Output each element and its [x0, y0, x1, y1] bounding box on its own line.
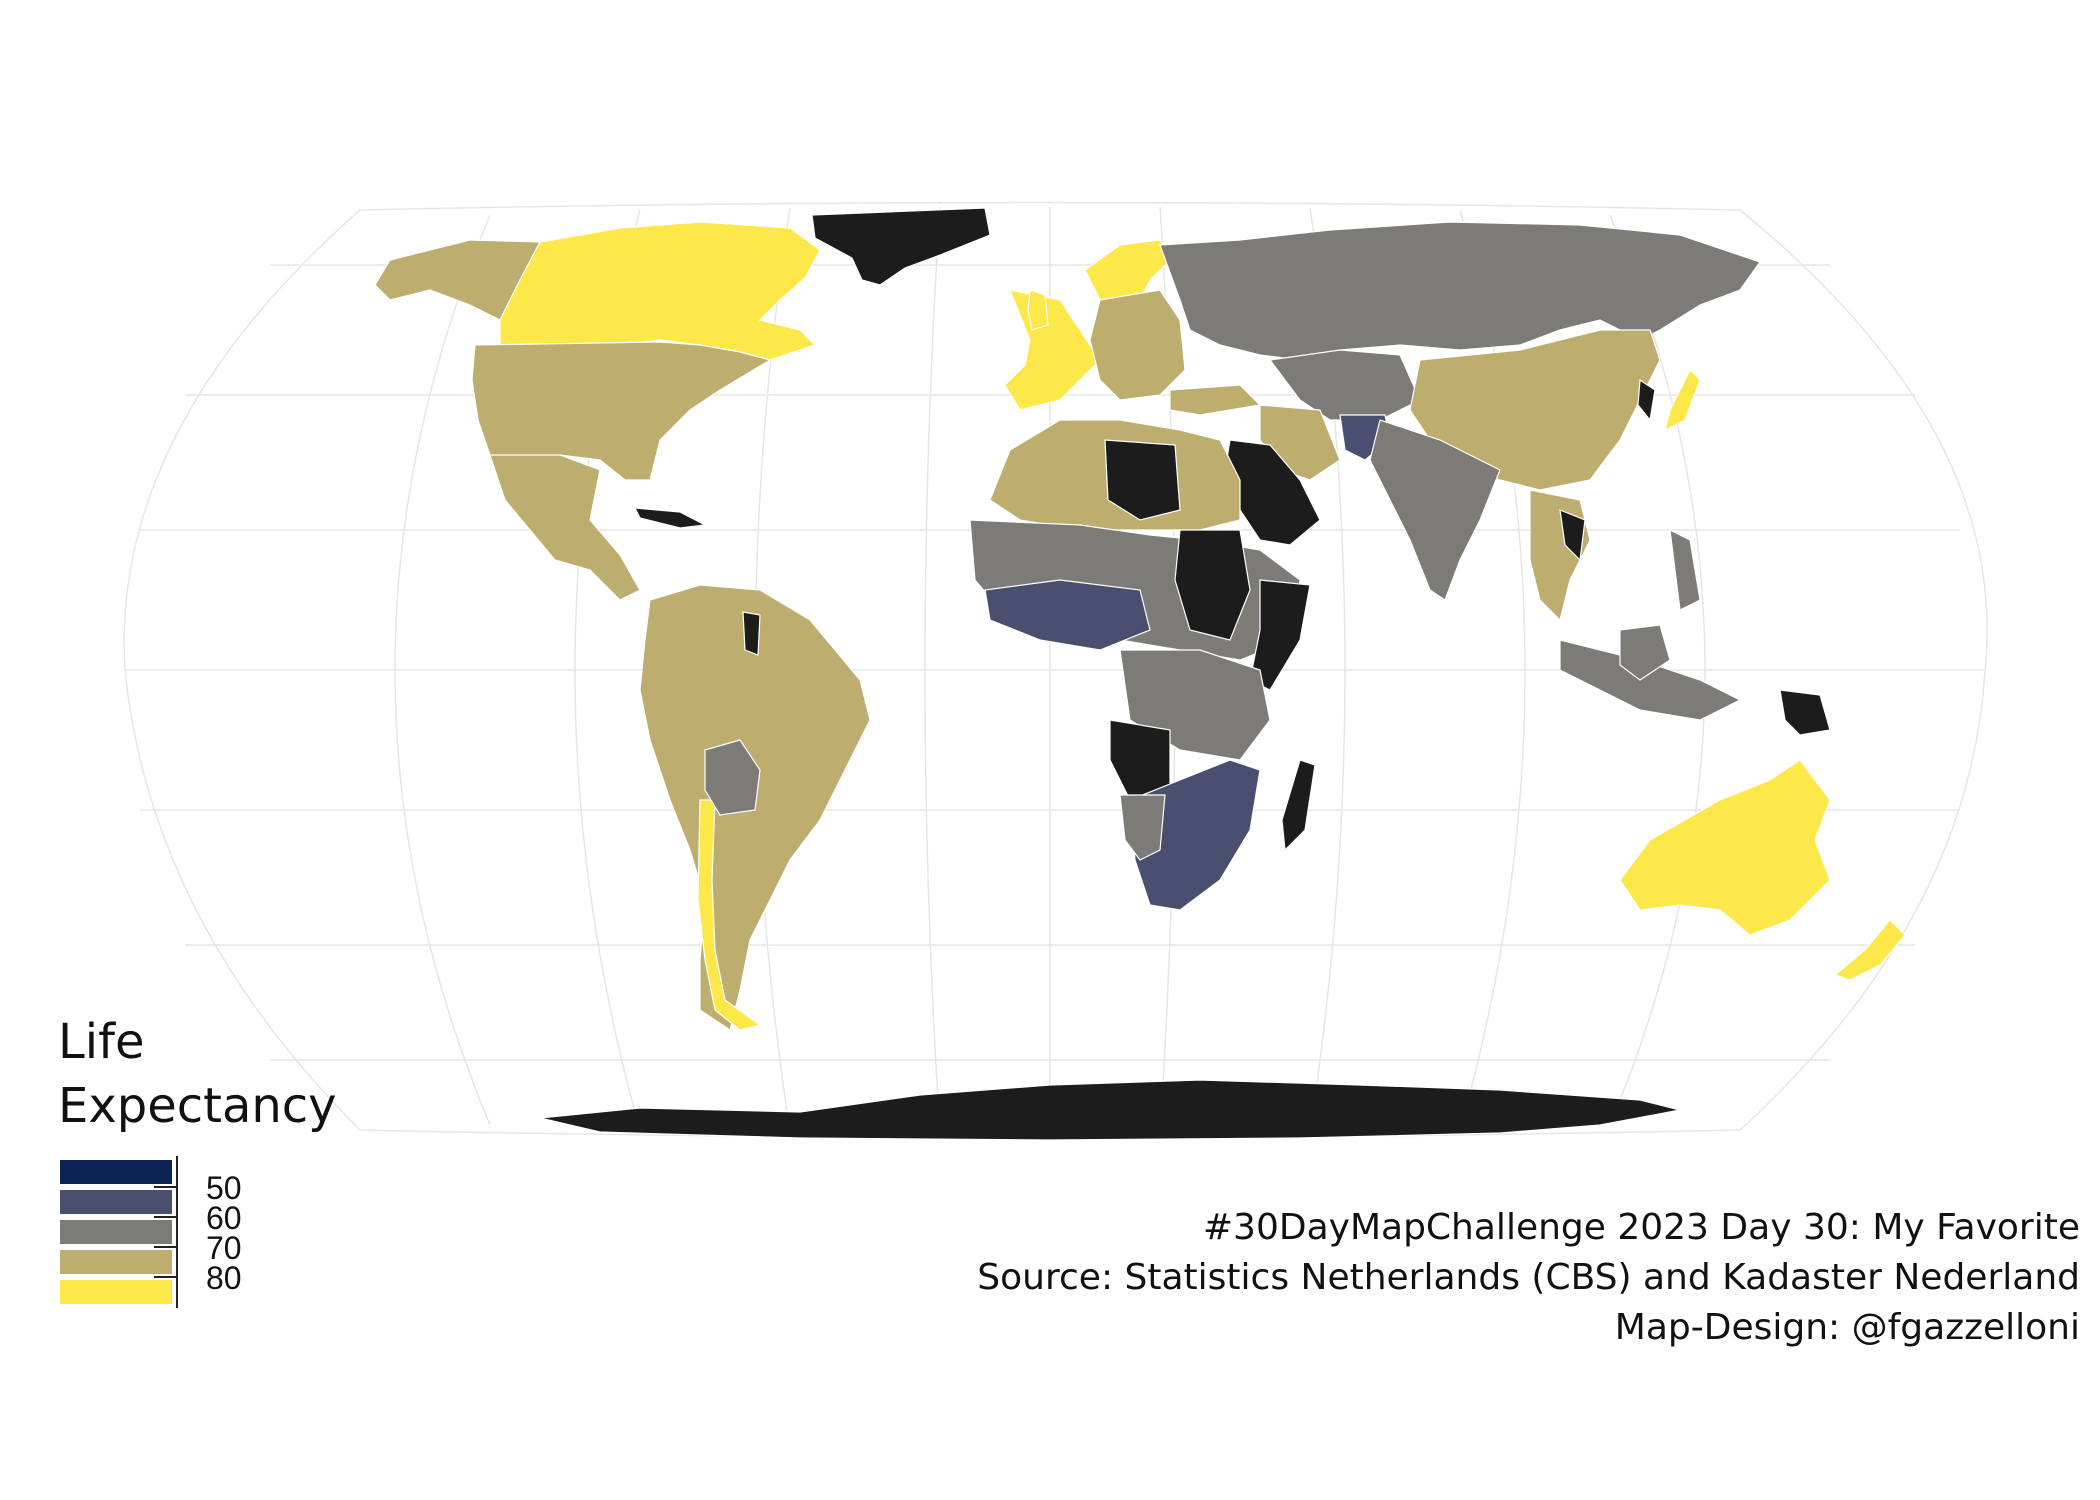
legend-swatch-2 — [60, 1220, 172, 1244]
europe-east-shape — [1089, 289, 1186, 401]
west-africa-shape — [984, 579, 1151, 651]
legend-swatch-4 — [60, 1280, 172, 1304]
guyana-shape — [742, 611, 761, 656]
legend-title: Life Expectancy — [58, 1010, 337, 1138]
madagascar-shape — [1281, 759, 1316, 852]
antarctica-shape — [539, 1079, 1681, 1141]
legend-tick-80 — [154, 1276, 176, 1278]
horn-africa-shape — [1249, 579, 1311, 691]
namibia-shape — [1119, 794, 1166, 861]
legend-swatch-3 — [60, 1250, 172, 1274]
caption-line1: #30DayMapChallenge 2023 Day 30: My Favor… — [1202, 1207, 2080, 1248]
cuba-shape — [633, 507, 708, 529]
legend-title-line2: Expectancy — [58, 1078, 337, 1134]
turkey-shape — [1169, 384, 1262, 416]
canada-shape — [499, 221, 821, 361]
png-shape — [1779, 689, 1831, 736]
countries — [374, 207, 1906, 1141]
philippines-shape — [1669, 528, 1701, 611]
russia-shape — [1159, 221, 1761, 361]
mexico-shape — [489, 454, 641, 601]
legend-axis — [176, 1156, 178, 1308]
alaska-shape — [374, 239, 541, 321]
borneo-shape — [1619, 624, 1671, 681]
greenland-shape — [811, 207, 991, 286]
sudan-shape — [1174, 529, 1251, 641]
usa-shape — [471, 341, 772, 481]
europe-west-shape — [1004, 289, 1101, 411]
uk-shape — [1027, 289, 1049, 331]
caption-line3: Map-Design: @fgazzelloni — [1614, 1307, 2080, 1348]
india-shape — [1369, 419, 1501, 601]
bolivia-shape — [704, 739, 761, 816]
legend-tick-50 — [154, 1186, 176, 1188]
legend-label-70: 70 — [206, 1230, 242, 1266]
new-zealand-shape — [1833, 919, 1906, 981]
caption-line2: Source: Statistics Netherlands (CBS) and… — [977, 1257, 2080, 1298]
japan-shape — [1664, 368, 1701, 432]
korea-shape — [1637, 378, 1656, 422]
legend-label-80: 80 — [206, 1260, 242, 1296]
legend-title-line1: Life — [58, 1014, 145, 1070]
central-asia-shape — [1268, 349, 1421, 421]
legend-tick-60 — [154, 1216, 176, 1218]
chile-shape — [697, 799, 762, 1031]
libya-shape — [1104, 439, 1181, 521]
legend-label-60: 60 — [206, 1200, 242, 1236]
legend-label-50: 50 — [206, 1170, 242, 1206]
legend-tick-70 — [154, 1246, 176, 1248]
legend-swatch-1 — [60, 1190, 172, 1214]
legend-swatch-0 — [60, 1160, 172, 1184]
australia-shape — [1619, 759, 1831, 936]
laos-shape — [1559, 509, 1586, 562]
